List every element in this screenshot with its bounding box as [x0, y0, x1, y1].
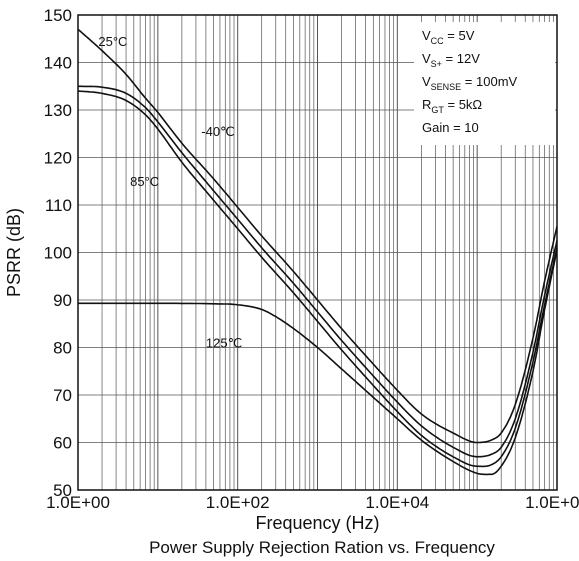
series-line-1 [78, 85, 558, 458]
y-tick-label: 150 [44, 6, 72, 25]
y-tick-label: 110 [45, 196, 72, 215]
chart-caption: Power Supply Rejection Ration vs. Freque… [149, 538, 495, 557]
curve-label: 25°C [98, 34, 127, 49]
curve-label: 85°C [130, 174, 159, 189]
y-tick-label: 60 [53, 434, 72, 453]
y-tick-label: 100 [44, 244, 72, 263]
y-tick-label: 90 [53, 291, 72, 310]
curve-label: -40℃ [201, 124, 234, 139]
condition-line: Gain = 10 [422, 120, 479, 135]
x-tick-label: 1.0E+00 [46, 493, 110, 512]
series-line-0 [77, 28, 558, 444]
y-tick-label: 140 [44, 54, 72, 73]
x-tick-label: 1.0E+02 [206, 493, 270, 512]
series-line-2 [77, 90, 558, 468]
curve-labels: 25°C -40℃ 85°C 125℃ [98, 34, 242, 351]
condition-line: RGT = 5kΩ [422, 97, 482, 115]
y-tick-label: 120 [44, 149, 72, 168]
curve-label: 125℃ [206, 336, 242, 351]
condition-line: VCC = 5V [422, 28, 475, 46]
grid [78, 14, 557, 491]
y-tick-label: 50 [53, 481, 72, 500]
y-tick-label: 130 [44, 101, 72, 120]
x-axis-label: Frequency (Hz) [255, 513, 379, 533]
conditions-box: VCC = 5V VS+ = 12V VSENSE = 100mV RGT = 5kΩ… [414, 22, 555, 145]
y-axis-label: PSRR (dB) [4, 208, 24, 297]
y-tick-label: 80 [53, 339, 72, 358]
plot-frame [77, 14, 558, 491]
x-tick-label: 1.0E+06 [525, 493, 579, 512]
series-line-3 [78, 249, 558, 476]
x-tick-label: 1.0E+04 [365, 493, 429, 512]
x-tick-labels: 1.0E+00 1.0E+02 1.0E+04 1.0E+06 [46, 493, 579, 512]
condition-line: VS+ = 12V [422, 51, 480, 69]
condition-line: VSENSE = 100mV [422, 74, 518, 92]
y-tick-label: 70 [53, 386, 72, 405]
series-layer [77, 28, 558, 476]
y-tick-labels: 50 60 70 80 90 100 110 120 130 140 150 [44, 6, 72, 500]
